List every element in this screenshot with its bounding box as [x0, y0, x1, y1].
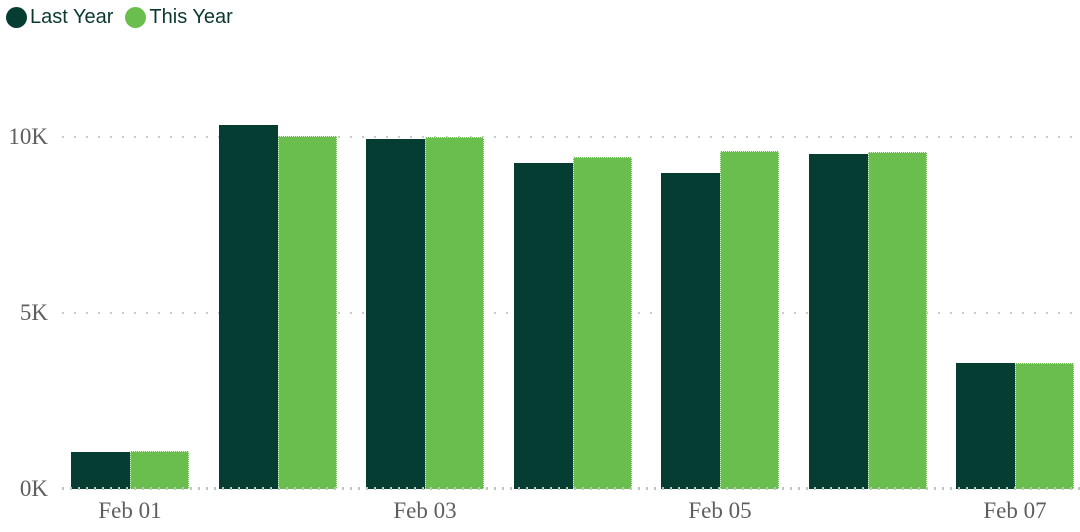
x-axis-label-feb-05: Feb 05: [688, 498, 752, 523]
gridline-10K: [62, 136, 1080, 138]
bar-last-year-feb-05[interactable]: [661, 172, 720, 489]
y-axis-label-10K: 10K: [8, 124, 48, 149]
bar-this-year-feb-03[interactable]: [425, 137, 484, 489]
legend-label-last-year: Last Year: [30, 6, 114, 28]
x-axis-line: [62, 487, 1080, 490]
legend-item-last-year[interactable]: Last Year: [6, 5, 113, 29]
x-axis-label-feb-01: Feb 01: [98, 498, 162, 523]
bar-last-year-feb-07[interactable]: [956, 363, 1015, 489]
y-axis-label-5K: 5K: [19, 300, 48, 325]
bar-this-year-feb-06[interactable]: [867, 152, 927, 489]
bar-this-year-feb-04[interactable]: [572, 157, 632, 489]
legend: Last Year This Year: [6, 5, 233, 29]
bar-this-year-feb-05[interactable]: [720, 151, 779, 489]
bar-last-year-feb-06[interactable]: [808, 153, 868, 489]
bar-this-year-feb-02[interactable]: [277, 135, 337, 489]
legend-label-this-year: This Year: [149, 6, 233, 28]
bar-last-year-feb-03[interactable]: [366, 138, 425, 489]
legend-marker-last-year-icon: [6, 6, 27, 28]
x-axis-label-feb-07: Feb 07: [983, 498, 1047, 523]
bar-last-year-feb-04[interactable]: [513, 163, 573, 489]
legend-item-this-year[interactable]: This Year: [125, 5, 233, 29]
bar-this-year-feb-01[interactable]: [130, 450, 189, 489]
y-axis-label-0K: 0K: [19, 476, 48, 501]
bar-last-year-feb-02[interactable]: [218, 124, 278, 489]
legend-marker-this-year-icon: [125, 6, 147, 28]
bar-this-year-feb-07[interactable]: [1015, 362, 1074, 489]
x-axis-label-feb-03: Feb 03: [393, 498, 457, 523]
bar-last-year-feb-01[interactable]: [71, 452, 130, 489]
